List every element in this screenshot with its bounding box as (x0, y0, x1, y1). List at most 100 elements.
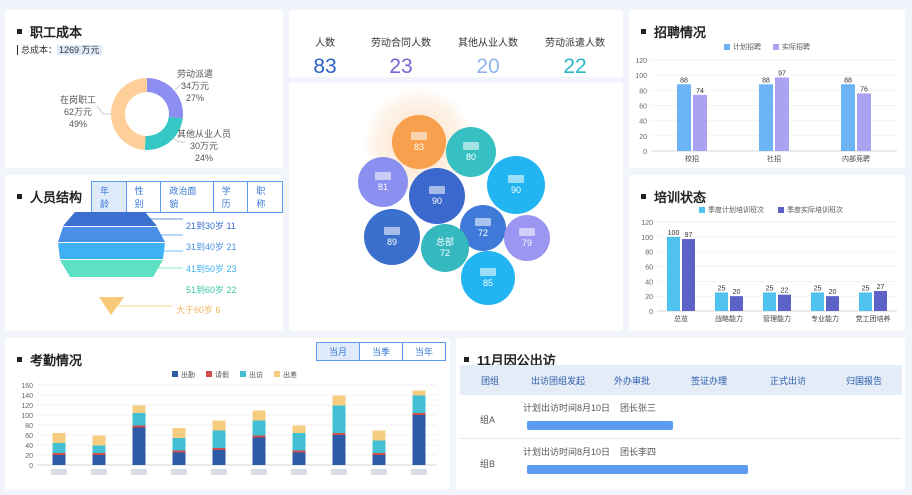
bubble-item[interactable]: 总部 72 (421, 224, 469, 272)
bar (682, 239, 695, 311)
bar (874, 290, 887, 311)
bubble-item[interactable]: 89 (364, 209, 420, 265)
stacked-bar-segment (412, 413, 426, 415)
bar-value-label: 76 (860, 86, 868, 93)
stat-total: 人数 83 (313, 38, 337, 78)
bubble-item[interactable]: 83 (392, 115, 446, 169)
stacked-bar-segment (132, 427, 146, 465)
legend-label: 出访 (249, 370, 263, 379)
bubble-item[interactable]: 85 (461, 251, 515, 305)
funnel-level-51-60[interactable] (60, 260, 163, 277)
stacked-bar-segment (212, 450, 226, 465)
funnel-level-31-40[interactable] (58, 227, 165, 242)
column-header: 团组 (480, 375, 499, 386)
column-header: 外办审批 (613, 375, 650, 386)
y-tick-label: 20 (639, 134, 647, 141)
stacked-bar-segment (412, 415, 426, 465)
table-row[interactable]: 组B 计划出访时间8月10日 团长李四 (460, 439, 902, 483)
bar-value-label: 20 (829, 289, 837, 296)
tab-age[interactable]: 年龄 (92, 182, 127, 212)
structure-title: 人员结构 (17, 187, 82, 206)
tab-education[interactable]: 学历 (213, 182, 249, 212)
y-tick-label: 40 (645, 279, 653, 286)
bar (759, 84, 773, 151)
title-marker-icon (641, 194, 646, 199)
stacked-bar-segment (372, 455, 386, 465)
visits-title: 11月因公出访 (464, 350, 556, 369)
bar-value-label: 25 (718, 285, 726, 292)
funnel-label: 41到50岁 23 (186, 264, 237, 274)
visits-panel: 11月因公出访 (456, 338, 905, 490)
funnel-level-60-plus[interactable] (99, 297, 124, 315)
y-tick-label: 120 (641, 220, 653, 227)
attendance-title: 考勤情况 (17, 350, 82, 369)
table-row[interactable]: 组A 计划出访时间8月10日 团长张三 (460, 395, 902, 439)
x-tick-label: 总览 (674, 314, 688, 323)
stacked-bar-segment (92, 435, 106, 446)
title-marker-icon (17, 357, 22, 362)
stacked-bar-segment (212, 448, 226, 450)
y-tick-label: 80 (645, 250, 653, 257)
legend-swatch (778, 207, 784, 213)
bar-value-label: 100 (668, 230, 680, 237)
bar-value-label: 25 (862, 285, 870, 292)
cost-total: 总成本： 1269 万元 (17, 43, 102, 56)
x-tick-label: 校招 (685, 154, 699, 163)
x-tick-label-redacted (51, 469, 67, 475)
tab-gender[interactable]: 性别 (126, 182, 162, 212)
bubble-item[interactable]: 79 (504, 215, 550, 261)
bubble-item[interactable]: 80 (446, 127, 496, 177)
bubble-item[interactable]: 72 (460, 205, 506, 251)
tab-political[interactable]: 政治面貌 (161, 182, 214, 212)
bubble-item[interactable]: 90 (409, 168, 465, 224)
funnel-level-41-50[interactable] (58, 243, 165, 259)
stats-panel: 人数 83 劳动合同人数 23 其他从业人数 20 劳动派遣人数 22 (289, 10, 623, 78)
stacked-bar-segment (132, 413, 146, 426)
legend-swatch (240, 371, 246, 377)
y-tick-label: 20 (645, 294, 653, 301)
tab-title[interactable]: 职称 (248, 182, 283, 212)
visit-group: 组A (480, 415, 496, 425)
visit-group: 组B (480, 459, 496, 469)
cost-label-bottom: 其他从业人员 30万元 24% (177, 129, 232, 163)
visits-table: 团组 出访团组发起 外办审批 签证办理 正式出访 归国报告 组A 计划出访时间8… (460, 365, 902, 483)
title-marker-icon (17, 194, 22, 199)
y-tick-label: 0 (649, 309, 653, 316)
bar-value-label: 74 (696, 88, 704, 95)
stacked-bar-segment (212, 420, 226, 431)
bubble-item[interactable]: 90 (487, 156, 545, 214)
legend-swatch (206, 371, 212, 377)
y-tick-label: 40 (639, 119, 647, 126)
stacked-bar-segment (92, 455, 106, 465)
cost-donut-chart (96, 78, 185, 150)
visit-progress-bar (527, 421, 673, 430)
bar-value-label: 25 (814, 285, 822, 292)
x-tick-label: 管理能力 (763, 314, 791, 323)
bar-value-label: 88 (680, 77, 688, 84)
leader-line (96, 105, 111, 115)
stat-contract: 劳动合同人数 23 (371, 38, 431, 78)
legend-label: 实际招聘 (782, 42, 810, 51)
cost-label-left: 在岗职工 62万元 49% (60, 95, 97, 129)
donut-slice (111, 78, 147, 150)
bubble-item[interactable]: 81 (358, 157, 408, 207)
x-tick-label-redacted (291, 469, 307, 475)
bar (826, 296, 839, 311)
x-tick-label: 党工团培养 (856, 314, 891, 323)
visit-info: 计划出访时间8月10日 团长张三 (523, 403, 657, 413)
donut-slice (147, 78, 183, 119)
y-tick-label: 0 (29, 463, 33, 470)
stat-other: 其他从业人数 20 (458, 38, 518, 78)
x-tick-label: 战略能力 (715, 314, 743, 323)
x-tick-label-redacted (131, 469, 147, 475)
y-tick-label: 100 (635, 73, 647, 80)
funnel-level-21-30[interactable] (63, 212, 157, 226)
tab-current-month[interactable]: 当月 (317, 343, 361, 360)
x-tick-label: 社招 (767, 154, 781, 163)
stacked-bar-segment (372, 453, 386, 455)
x-tick-label: 内部竞聘 (842, 154, 870, 163)
tab-current-quarter[interactable]: 当季 (360, 343, 404, 360)
legend-label: 请假 (215, 370, 229, 379)
tab-current-year[interactable]: 当年 (403, 343, 446, 360)
y-tick-label: 80 (639, 88, 647, 95)
